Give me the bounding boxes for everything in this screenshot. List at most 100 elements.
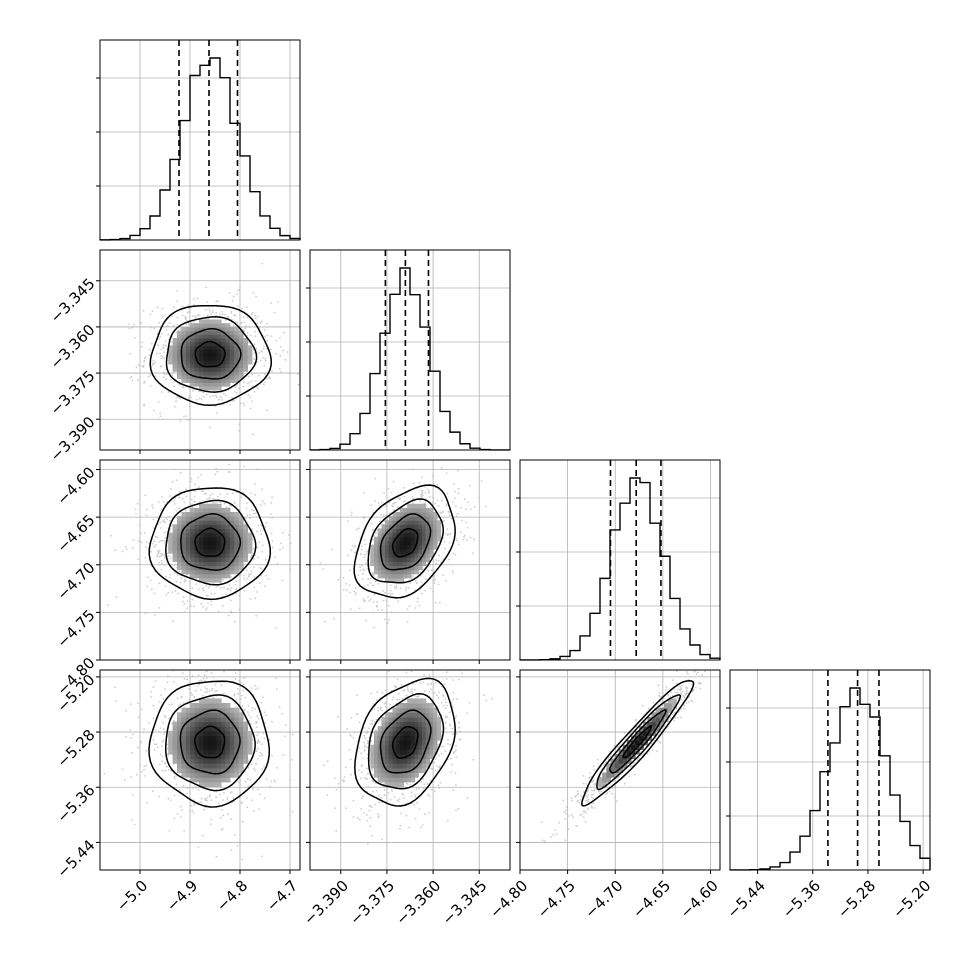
density-cell — [238, 721, 244, 727]
density-cell — [374, 740, 379, 746]
density-cell — [643, 730, 648, 736]
sample-point — [440, 701, 443, 704]
density-cell — [229, 540, 235, 546]
sample-point — [208, 795, 211, 798]
sample-point — [206, 301, 209, 303]
density-cell — [425, 712, 430, 718]
sample-point — [284, 358, 287, 361]
sample-point — [237, 692, 239, 695]
density-cell — [392, 730, 397, 736]
density-cell — [168, 549, 174, 554]
sample-point — [161, 562, 163, 564]
density-cell — [418, 707, 423, 713]
sample-point — [191, 503, 193, 506]
sample-point — [440, 448, 442, 450]
density-cell — [433, 721, 438, 727]
sample-point — [270, 780, 273, 783]
density-cell — [407, 703, 412, 709]
sample-point — [449, 724, 451, 727]
density-cell — [190, 363, 196, 369]
panel-frame — [309, 249, 511, 451]
sample-point — [457, 487, 460, 490]
density-cell — [194, 569, 200, 575]
density-cell — [185, 544, 191, 550]
sample-point — [233, 693, 236, 695]
sample-point — [160, 539, 162, 542]
sample-point — [264, 585, 266, 587]
density-cell — [207, 319, 213, 324]
density-cell — [238, 716, 244, 723]
sample-point — [179, 397, 181, 400]
sample-point — [434, 682, 437, 685]
density-cell — [221, 516, 226, 521]
sample-point — [333, 617, 336, 620]
sample-point — [167, 333, 170, 336]
sample-point — [251, 373, 254, 376]
scatter-panel-2-3 — [306, 448, 511, 664]
density-cell — [212, 767, 218, 774]
sample-point — [423, 783, 426, 786]
density-cell — [392, 716, 397, 723]
density-cell — [207, 781, 213, 787]
density-cell — [190, 367, 196, 372]
density-cell — [225, 363, 231, 369]
sample-point — [344, 766, 347, 769]
sample-point — [423, 458, 425, 460]
sample-point — [182, 672, 184, 675]
density-cell — [392, 569, 397, 575]
density-cell — [407, 772, 412, 778]
sample-point — [255, 530, 258, 533]
density-cell — [377, 569, 382, 575]
density-cell — [385, 758, 390, 764]
sample-point — [185, 488, 188, 490]
density-cell — [199, 735, 204, 741]
x-tick-label: −3.390 — [300, 877, 352, 929]
density-cell — [407, 524, 412, 529]
y-tick-label: −4.75 — [53, 606, 98, 651]
sample-point — [437, 696, 440, 699]
density-cell — [190, 512, 196, 517]
density-cell — [422, 557, 427, 562]
sample-point — [397, 506, 399, 508]
sample-point — [345, 807, 347, 810]
density-cell — [199, 772, 204, 778]
sample-point — [432, 483, 435, 486]
sample-point — [137, 540, 140, 542]
sample-point — [365, 551, 368, 553]
sample-point — [238, 594, 241, 597]
density-cell — [425, 754, 430, 760]
density-cell — [229, 532, 235, 538]
density-cell — [243, 758, 248, 764]
sample-point — [159, 412, 162, 414]
density-cell — [203, 565, 209, 571]
density-cell — [203, 338, 209, 343]
sample-point — [149, 313, 152, 316]
sample-point — [203, 674, 206, 677]
sample-point — [596, 758, 599, 761]
sample-point — [167, 555, 169, 558]
sample-point — [143, 360, 146, 363]
sample-point — [419, 500, 422, 503]
sample-point — [448, 541, 451, 544]
sample-point — [436, 483, 439, 486]
sample-point — [455, 749, 457, 752]
density-cell — [190, 726, 196, 732]
density-cell — [207, 565, 213, 571]
sample-point — [586, 796, 589, 798]
sample-point — [121, 550, 124, 553]
sample-point — [250, 763, 253, 766]
density-cell — [212, 740, 218, 746]
sample-point — [452, 789, 455, 792]
sample-point — [582, 816, 585, 818]
density-cell — [199, 345, 204, 350]
sample-point — [375, 729, 377, 731]
density-cell — [212, 569, 218, 575]
sample-point — [478, 497, 480, 499]
sample-point — [179, 471, 182, 474]
density-cell — [221, 360, 226, 365]
sample-point — [256, 468, 259, 471]
density-cell — [396, 716, 401, 723]
density-cell — [199, 356, 204, 361]
sample-point — [289, 567, 292, 570]
density-cell — [168, 740, 174, 746]
